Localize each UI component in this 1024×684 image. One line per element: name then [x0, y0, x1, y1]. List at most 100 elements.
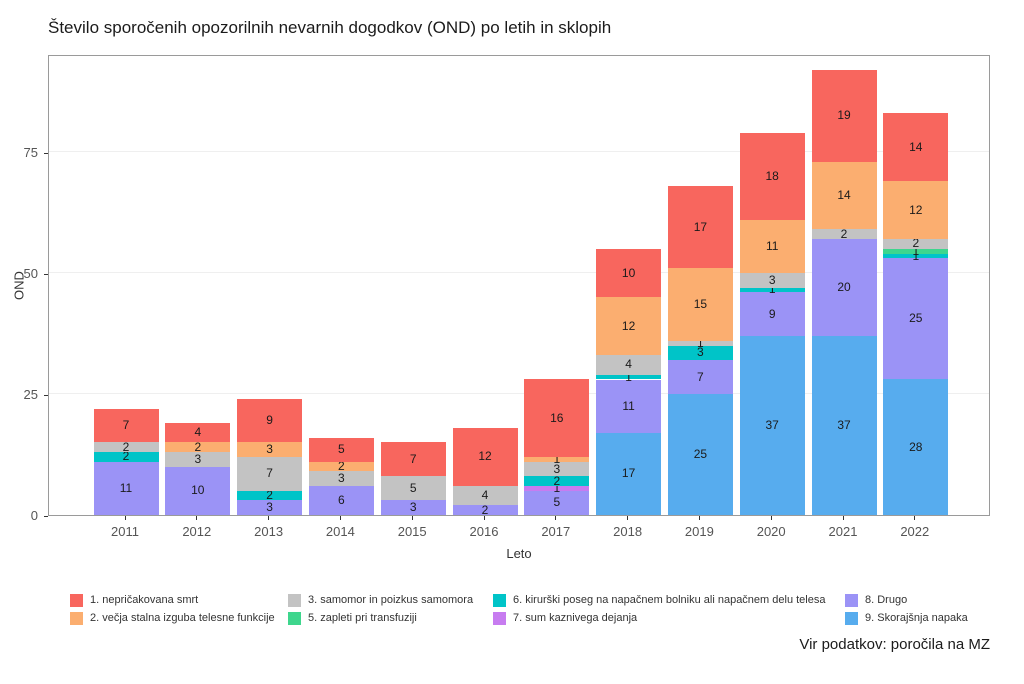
bar-segment	[739, 292, 805, 336]
legend-swatch	[493, 593, 506, 607]
bar-segment	[380, 476, 446, 501]
bar-segment	[452, 485, 518, 506]
x-tick-label: 2020	[756, 524, 786, 539]
legend-label: 5. zapleti pri transfuziji	[308, 612, 417, 624]
gridline	[49, 151, 989, 152]
bar-segment	[237, 456, 303, 491]
bar-segment	[596, 297, 662, 356]
x-tick-label: 2014	[325, 524, 355, 539]
bar-segment	[596, 355, 662, 375]
bar-segment	[308, 485, 374, 515]
plot-panel: 11 2 2 7 10 3 2 4 3 2 7 3 9 6 3 2 5 3 5 7 2 4 12 5 1 2 3 1 16 17 11 1 4 1…	[48, 54, 990, 517]
bar-2018: 17 11 1 4 12 10	[596, 54, 662, 515]
bar-segment	[667, 360, 733, 394]
chart-title: Število sporočenih opozorilnih nevarnih …	[48, 18, 612, 37]
legend-item: 5. zapleti pri transfuziji	[288, 609, 473, 627]
bar-2020: 37 9 1 3 11 18	[739, 54, 805, 515]
bar-2022: 28 25 1 1 2 12 14	[883, 54, 949, 515]
x-tick-mark	[627, 516, 629, 520]
legend-item: 7. sum kaznivega dejanja	[493, 609, 825, 627]
x-tick-label: 2019	[684, 524, 714, 539]
x-tick-label: 2017	[541, 524, 571, 539]
bar-segment	[883, 181, 949, 240]
bar-segment	[739, 132, 805, 220]
bar-segment	[883, 258, 949, 380]
bar-segment	[165, 452, 231, 467]
legend-swatch	[845, 611, 858, 625]
bar-segment	[811, 161, 877, 230]
bar-segment	[596, 432, 662, 515]
legend-item: 1. nepričakovana smrt	[70, 591, 275, 609]
bar-segment	[596, 374, 662, 380]
bar-segment	[308, 461, 374, 472]
x-tick-mark	[411, 516, 413, 520]
bar-segment	[93, 452, 159, 462]
legend-swatch	[288, 611, 301, 625]
bar-segment	[667, 185, 733, 269]
bar-segment	[93, 442, 159, 453]
y-tick-mark	[44, 152, 48, 154]
bar-segment	[524, 476, 590, 486]
legend-label: 6. kirurški poseg na napačnem bolniku al…	[513, 594, 826, 606]
legend-label: 2. večja stalna izguba telesne funkcije	[90, 612, 275, 624]
bar-2012: 10 3 2 4	[165, 54, 231, 515]
x-tick-label: 2021	[828, 524, 858, 539]
bar-segment	[811, 229, 877, 240]
bar-2017: 5 1 2 3 1 16	[524, 54, 590, 515]
x-tick-label: 2022	[900, 524, 930, 539]
bar-segment	[883, 248, 949, 254]
bar-segment	[883, 239, 949, 249]
legend-item: 8. Drugo	[845, 591, 968, 609]
legend-swatch	[493, 611, 506, 625]
x-tick-mark	[196, 516, 198, 520]
legend-label: 9. Skorajšnja napaka	[865, 612, 968, 624]
bar-segment	[524, 490, 590, 515]
legend-swatch	[70, 611, 83, 625]
bar-segment	[237, 398, 303, 443]
x-tick-label: 2018	[613, 524, 643, 539]
legend-label: 1. nepričakovana smrt	[90, 594, 199, 606]
x-tick-mark	[914, 516, 916, 520]
y-tick-mark	[44, 515, 48, 517]
bar-segment	[883, 253, 949, 259]
bar-2011: 11 2 2 7	[93, 54, 159, 515]
x-tick-mark	[339, 516, 341, 520]
bar-segment	[596, 379, 662, 433]
y-tick-label: 50	[23, 266, 38, 281]
gridline	[49, 272, 989, 273]
bar-2016: 2 4 12	[452, 54, 518, 517]
bar-segment	[165, 423, 231, 443]
bar-segment	[524, 379, 590, 457]
bar-segment	[237, 490, 303, 501]
bar-segment	[883, 379, 949, 515]
x-tick-mark	[842, 516, 844, 520]
bar-segment	[165, 442, 231, 453]
bar-segment	[237, 500, 303, 515]
x-tick-label: 2011	[111, 524, 139, 539]
legend-swatch	[845, 593, 858, 607]
bar-segment	[739, 287, 805, 293]
x-tick-mark	[483, 516, 485, 520]
bar-segment	[93, 408, 159, 443]
bar-segment	[524, 485, 590, 491]
y-tick-label: 0	[30, 508, 38, 523]
legend-column: 6. kirurški poseg na napačnem bolniku al…	[493, 591, 825, 627]
bar-segment	[452, 427, 518, 486]
legend-column: 1. nepričakovana smrt 2. večja stalna izg…	[70, 591, 275, 627]
y-tick-label: 25	[23, 387, 38, 402]
bar-segment	[667, 345, 733, 361]
bar-segment	[380, 442, 446, 477]
legend-item: 9. Skorajšnja napaka	[845, 609, 968, 627]
bar-segment	[524, 461, 590, 477]
legend-column: 8. Drugo 9. Skorajšnja napaka	[845, 591, 968, 627]
legend-label: 7. sum kaznivega dejanja	[513, 612, 638, 624]
y-tick-label: 75	[23, 145, 38, 160]
bar-2019: 25 7 3 1 15 17	[667, 54, 733, 515]
bar-segment	[667, 340, 733, 346]
bar-segment	[452, 505, 518, 515]
bar-segment	[596, 248, 662, 298]
legend-swatch	[288, 593, 301, 607]
